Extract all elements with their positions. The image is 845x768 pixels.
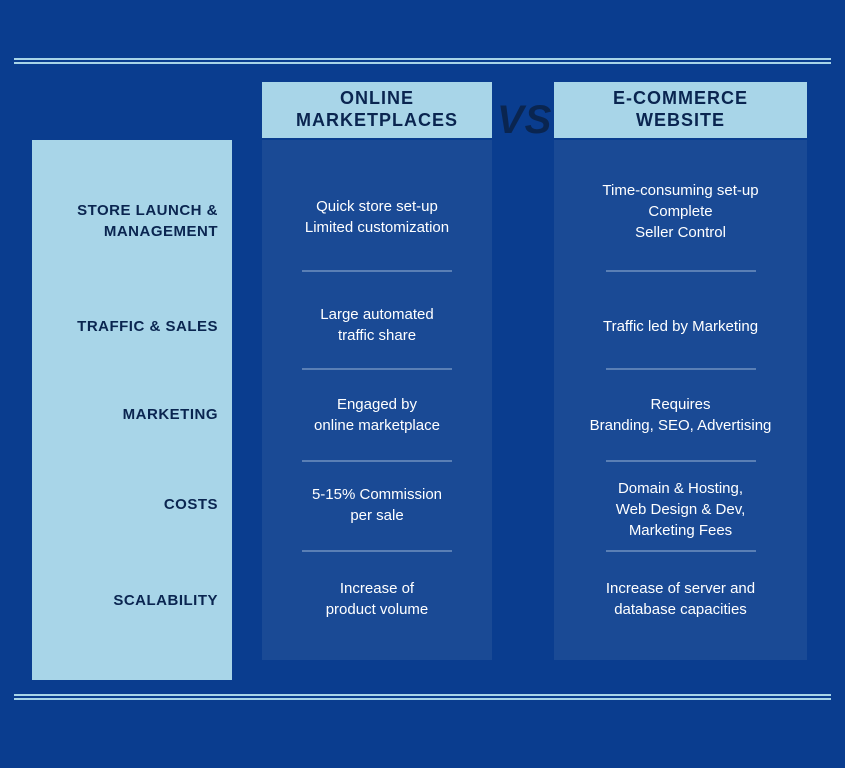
cell-left-2: Engaged by online marketplace (262, 394, 492, 436)
cell-left-4: Increase of product volume (262, 578, 492, 620)
header-ecommerce-website: E-COMMERCE WEBSITE (554, 82, 807, 138)
category-costs: COSTS (48, 494, 218, 515)
divider-right-2 (606, 460, 756, 462)
cell-right-0: Time-consuming set-up Complete Seller Co… (554, 180, 807, 243)
cell-right-4: Increase of server and database capaciti… (554, 578, 807, 620)
divider-left-2 (302, 460, 452, 462)
cell-right-1: Traffic led by Marketing (554, 316, 807, 337)
header-left-line2: MARKETPLACES (296, 110, 458, 132)
cell-left-0: Quick store set-up Limited customization (262, 196, 492, 238)
header-left-line1: ONLINE (340, 88, 414, 110)
divider-right-0 (606, 270, 756, 272)
categories-panel: STORE LAUNCH & MANAGEMENT TRAFFIC & SALE… (32, 140, 232, 680)
cell-left-3: 5-15% Commission per sale (262, 484, 492, 526)
column-ecommerce-website: Time-consuming set-up Complete Seller Co… (554, 140, 807, 660)
divider-left-0 (302, 270, 452, 272)
category-scalability: SCALABILITY (48, 590, 218, 611)
cell-right-3: Domain & Hosting, Web Design & Dev, Mark… (554, 478, 807, 541)
header-right-line1: E-COMMERCE (613, 88, 748, 110)
category-store-launch: STORE LAUNCH & MANAGEMENT (48, 200, 218, 242)
bottom-rule (14, 694, 831, 700)
cell-left-1: Large automated traffic share (262, 304, 492, 346)
header-online-marketplaces: ONLINE MARKETPLACES (262, 82, 492, 138)
divider-left-1 (302, 368, 452, 370)
cell-right-2: Requires Branding, SEO, Advertising (554, 394, 807, 436)
header-right-line2: WEBSITE (636, 110, 725, 132)
divider-left-3 (302, 550, 452, 552)
vs-label: VS (497, 98, 552, 143)
category-traffic-sales: TRAFFIC & SALES (48, 316, 218, 337)
column-online-marketplaces: Quick store set-up Limited customization… (262, 140, 492, 660)
divider-right-1 (606, 368, 756, 370)
top-rule (14, 58, 831, 64)
category-marketing: MARKETING (48, 404, 218, 425)
divider-right-3 (606, 550, 756, 552)
